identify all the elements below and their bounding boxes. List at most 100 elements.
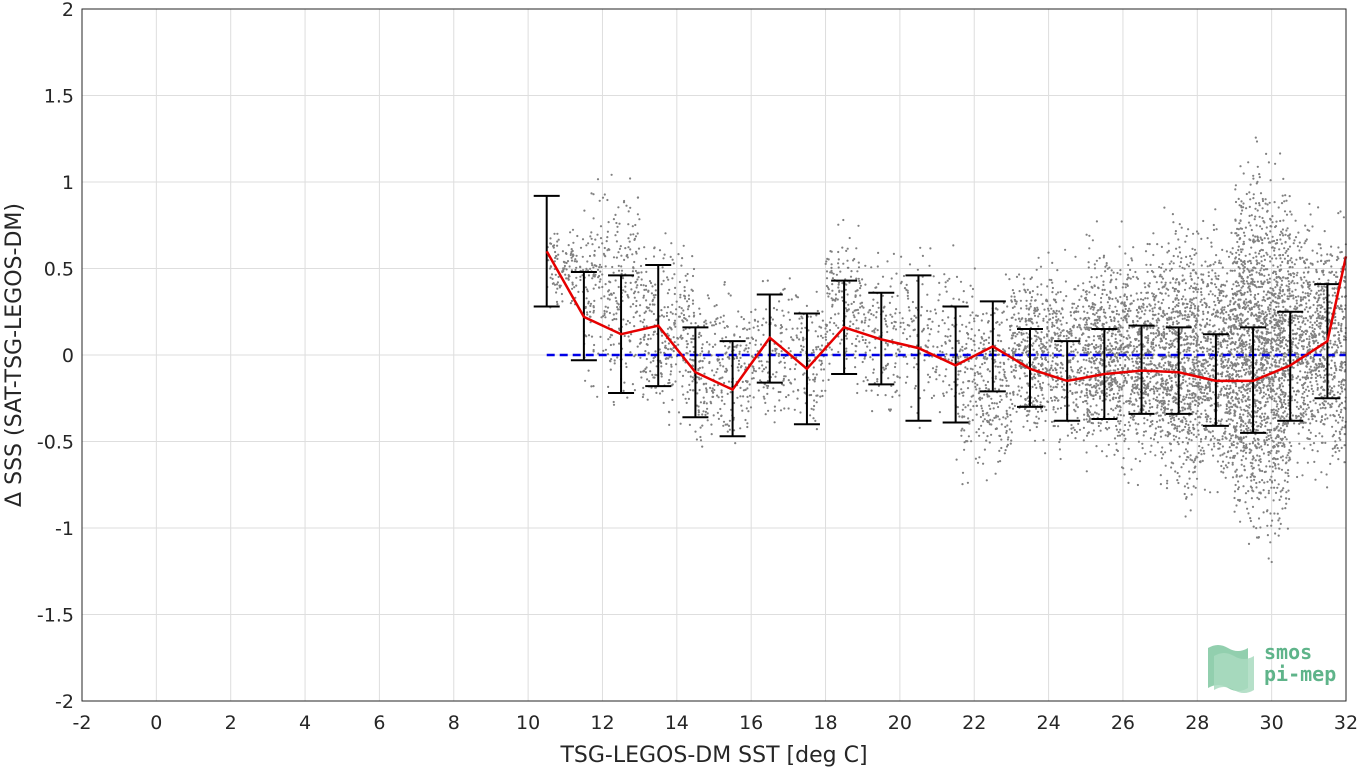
scatter-point [1224,430,1227,433]
scatter-point [955,458,958,461]
scatter-point [627,296,630,299]
scatter-point [1033,314,1037,317]
scatter-point [1152,327,1155,330]
scatter-point [877,251,880,254]
scatter-point [688,423,692,426]
scatter-point [1137,405,1140,408]
scatter-point [864,376,868,379]
scatter-point [1184,298,1187,301]
scatter-point [1205,306,1208,309]
scatter-point [782,379,785,382]
scatter-point [602,252,606,255]
scatter-point [1208,264,1211,267]
scatter-point [986,435,989,438]
scatter-point [1198,445,1201,448]
scatter-point [973,374,976,377]
scatter-point [1202,219,1205,223]
scatter-point [1109,342,1112,345]
scatter-point [1097,384,1100,387]
scatter-point [1113,453,1116,456]
scatter-point [876,378,879,381]
scatter-point [862,380,865,383]
scatter-point [599,278,602,281]
scatter-point [830,348,833,351]
scatter-point [698,307,701,310]
scatter-point [918,426,921,429]
scatter-point [982,343,985,346]
scatter-point [1031,404,1034,407]
scatter-point [1177,443,1180,446]
scatter-point [1128,354,1131,357]
scatter-point [607,221,610,224]
scatter-point [1124,286,1127,289]
scatter-point [1174,366,1177,370]
scatter-point [1121,342,1125,345]
scatter-point [724,336,728,339]
scatter-point [1179,312,1182,315]
scatter-point [1123,429,1126,433]
scatter-point [830,266,833,269]
scatter-point [650,292,654,295]
scatter-point [1218,291,1221,295]
scatter-point [586,313,589,316]
scatter-point [557,238,560,241]
scatter-point [1116,299,1119,302]
scatter-point [639,338,642,341]
scatter-point [774,324,777,327]
scatter-point [799,331,803,334]
scatter-point [1106,370,1109,373]
scatter-point [1121,286,1124,289]
scatter-point [1088,280,1091,283]
scatter-point [996,334,1000,337]
scatter-point [1006,305,1009,308]
scatter-point [831,283,834,286]
scatter-point [1193,427,1196,430]
scatter-point [929,310,932,313]
scatter-point [979,341,982,344]
scatter-point [1074,288,1077,291]
scatter-point [1114,376,1117,380]
scatter-point [1079,326,1082,329]
scatter-point [1095,389,1098,392]
scatter-point [1018,326,1021,329]
scatter-point [947,316,950,319]
scatter-point [958,392,961,395]
scatter-point [706,407,709,410]
scatter-point [1192,263,1195,266]
scatter-point [957,373,960,376]
scatter-point [1041,357,1044,361]
scatter-point [584,286,588,289]
scatter-point [1200,453,1203,456]
scatter-point [1150,345,1153,348]
scatter-point [1220,418,1223,421]
scatter-point [945,290,948,293]
scatter-point [1123,304,1126,307]
scatter-point [1229,269,1232,272]
scatter-point [997,405,1000,409]
scatter-point [845,308,849,312]
scatter-point [561,250,565,253]
scatter-point [1026,382,1029,385]
scatter-point [1086,411,1089,414]
scatter-point [625,204,628,207]
scatter-point [662,279,665,282]
scatter-point [1200,237,1203,240]
scatter-point [713,384,716,387]
scatter-point [961,471,965,474]
scatter-point [1121,309,1124,312]
scatter-point [674,363,678,366]
scatter-point [957,370,960,373]
scatter-point [601,285,604,289]
scatter-point [696,392,699,395]
scatter-point [645,270,648,273]
scatter-point [985,412,988,415]
scatter-point [913,314,916,317]
scatter-point [772,307,776,310]
scatter-point [919,314,923,317]
scatter-point [893,325,896,328]
scatter-point [898,376,901,379]
scatter-point [1224,476,1227,479]
scatter-point [1125,295,1128,299]
scatter-point [808,378,811,381]
scatter-point [1162,386,1165,389]
